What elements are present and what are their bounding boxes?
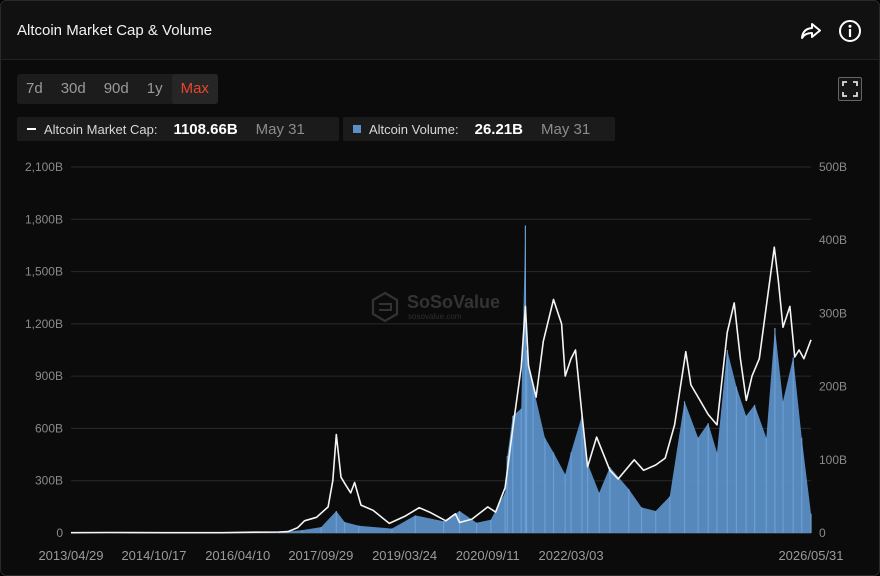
left-tick-label: 600B (35, 421, 63, 435)
right-tick-label: 500B (819, 160, 847, 174)
tab-1y[interactable]: 1y (146, 80, 163, 97)
x-tick-label: 2016/04/10 (205, 548, 270, 563)
left-tick-label: 1,200B (25, 317, 63, 331)
left-tick-label: 300B (35, 474, 63, 488)
volume-date: May 31 (540, 120, 591, 138)
volume-area (71, 225, 811, 533)
x-tick-label: 2019/03/24 (372, 548, 437, 563)
tab-max[interactable]: Max (171, 74, 218, 104)
right-tick-label: 0 (819, 526, 826, 540)
chart-title: Altcoin Market Cap & Volume (17, 22, 213, 39)
tab-30d[interactable]: 30d (60, 80, 86, 97)
market-cap-value: 1108.66B (173, 120, 238, 138)
left-tick-label: 0 (56, 526, 63, 540)
x-axis: 2013/04/29 2014/10/17 2016/04/10 2017/09/29… (38, 548, 843, 563)
left-tick-label: 1,500B (25, 265, 63, 279)
volume-swatch (353, 125, 361, 133)
left-tick-label: 2,100B (25, 160, 63, 174)
volume-value: 26.21B (474, 120, 523, 138)
share-icon[interactable] (799, 19, 823, 43)
watermark-brand: SoSoValue (407, 292, 500, 312)
market-cap-label: Altcoin Market Cap: (44, 121, 158, 137)
right-tick-label: 300B (819, 306, 847, 320)
info-icon[interactable] (838, 19, 862, 43)
right-tick-label: 200B (819, 380, 847, 394)
market-cap-swatch (27, 128, 36, 130)
volume-label: Altcoin Volume: (369, 121, 459, 137)
right-tick-label: 100B (819, 453, 847, 467)
legend-volume: Altcoin Volume: 26.21B May 31 (343, 117, 615, 141)
right-axis: 0 100B 200B 300B 400B 500B (819, 160, 847, 540)
tab-90d[interactable]: 90d (103, 80, 129, 97)
market-cap-line (70, 246, 812, 534)
left-tick-label: 1,800B (25, 212, 63, 226)
legend-market-cap: Altcoin Market Cap: 1108.66B May 31 (17, 117, 339, 141)
x-tick-label: 2014/10/17 (121, 548, 186, 563)
x-tick-label: 2017/09/29 (288, 548, 353, 563)
left-tick-label: 900B (35, 369, 63, 383)
fullscreen-icon (842, 81, 858, 97)
fullscreen-button[interactable] (838, 77, 862, 101)
range-tabs: 7d 30d 90d 1y Max (17, 74, 218, 104)
watermark: SoSoValue sosovalue.com (371, 291, 500, 323)
card-header: Altcoin Market Cap & Volume (1, 1, 879, 60)
left-axis: 0 300B 600B 900B 1,200B 1,500B 1,800B 2,100B (25, 160, 63, 540)
x-tick-label: 2022/03/03 (539, 548, 604, 563)
x-tick-label: 2020/09/11 (456, 548, 520, 563)
right-tick-label: 400B (819, 233, 847, 247)
watermark-sub: sosovalue.com (408, 312, 462, 321)
x-tick-label: 2013/04/29 (38, 548, 103, 563)
x-tick-label: 2026/05/31 (778, 548, 843, 563)
market-cap-date: May 31 (255, 120, 305, 138)
tab-7d[interactable]: 7d (26, 80, 43, 97)
sosovalue-logo-icon (371, 291, 399, 323)
